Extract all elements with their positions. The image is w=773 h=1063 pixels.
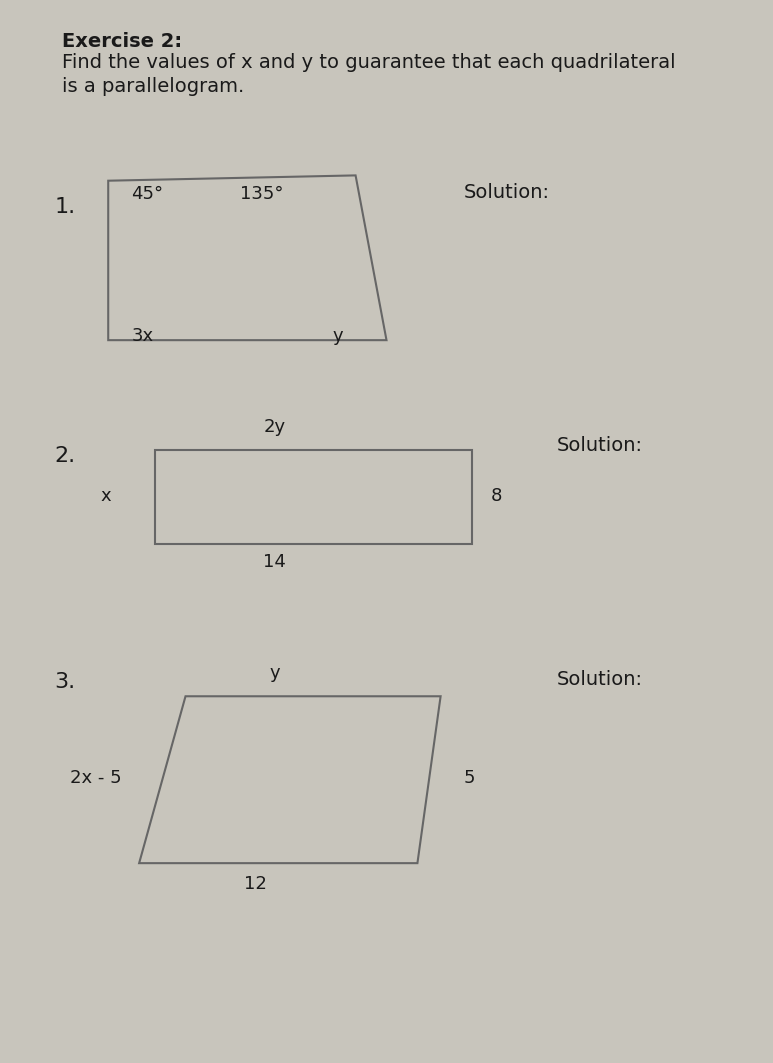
Text: 2y: 2y: [264, 418, 285, 436]
Text: 2.: 2.: [54, 446, 75, 467]
Text: 8: 8: [491, 488, 502, 505]
Text: is a parallelogram.: is a parallelogram.: [62, 77, 244, 96]
Text: x: x: [100, 488, 111, 505]
Text: 2x - 5: 2x - 5: [70, 770, 121, 787]
Text: Exercise 2:: Exercise 2:: [62, 32, 182, 51]
Text: 5: 5: [464, 770, 475, 787]
Text: Solution:: Solution:: [464, 183, 550, 202]
Text: 1.: 1.: [54, 197, 75, 217]
Text: 45°: 45°: [131, 185, 164, 203]
Text: 3.: 3.: [54, 672, 75, 692]
Text: Find the values of x and y to guarantee that each quadrilateral: Find the values of x and y to guarantee …: [62, 53, 676, 72]
Text: 3x: 3x: [131, 327, 154, 345]
Text: Solution:: Solution:: [557, 436, 642, 455]
Text: y: y: [332, 327, 343, 345]
Text: y: y: [269, 664, 280, 682]
Text: 14: 14: [263, 553, 286, 571]
Text: 12: 12: [243, 875, 267, 893]
Text: 135°: 135°: [240, 185, 283, 203]
Bar: [155, 450, 472, 544]
Text: Solution:: Solution:: [557, 670, 642, 689]
